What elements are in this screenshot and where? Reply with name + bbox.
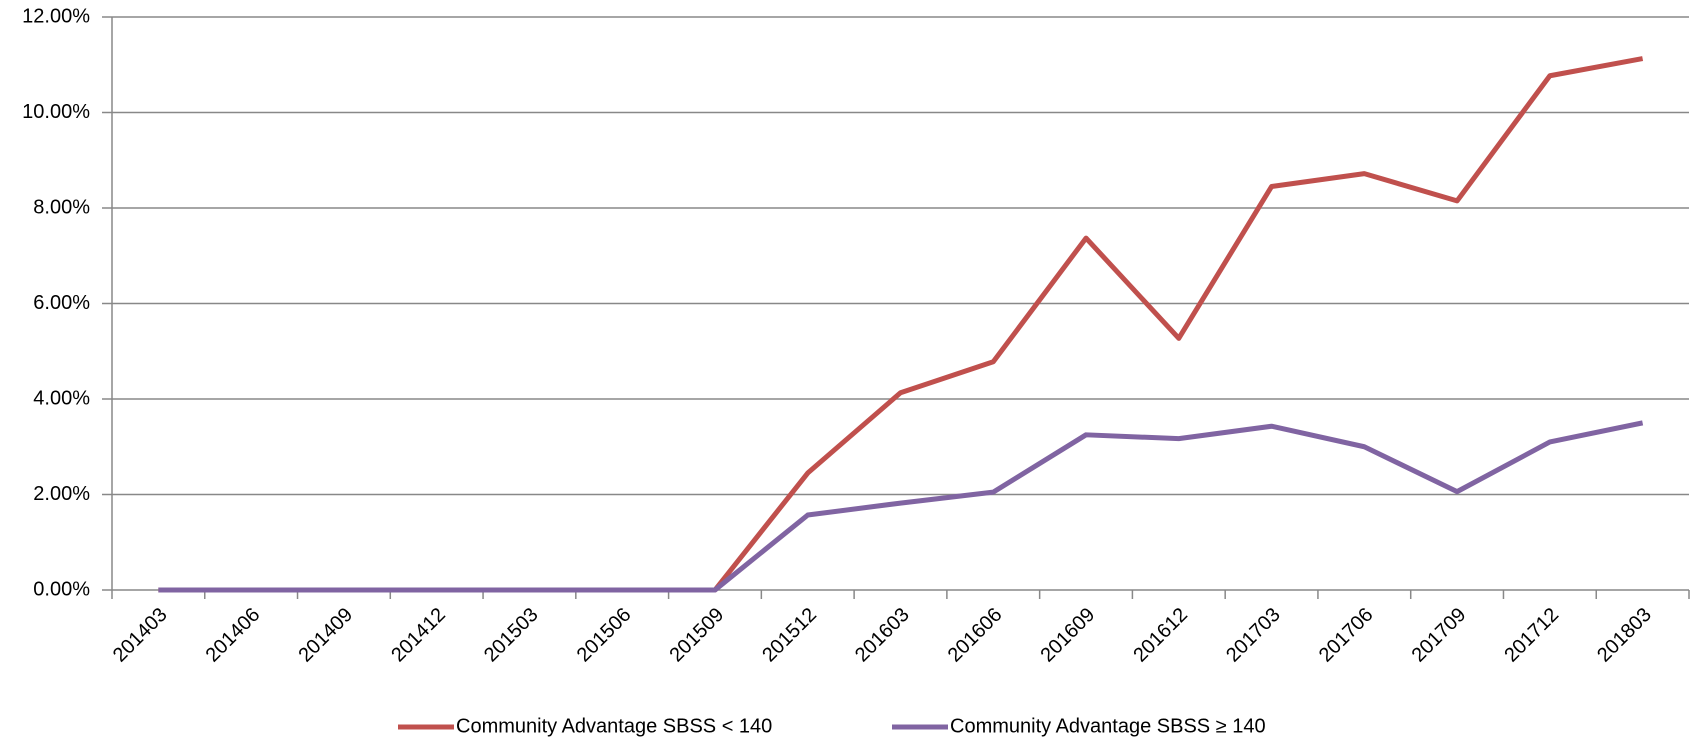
x-tick-label: 201403 xyxy=(109,604,172,667)
y-tick-label: 6.00% xyxy=(33,292,90,314)
x-tick-label: 201406 xyxy=(202,604,265,667)
x-tick-label: 201603 xyxy=(851,604,914,667)
y-tick-label: 2.00% xyxy=(33,483,90,505)
x-tick-label: 201512 xyxy=(758,604,821,667)
y-tick-label: 4.00% xyxy=(33,387,90,409)
legend-label: Community Advantage SBSS < 140 xyxy=(456,715,772,737)
x-tick-label: 201803 xyxy=(1593,604,1656,667)
x-tick-label: 201412 xyxy=(387,604,450,667)
x-tick-label: 201706 xyxy=(1315,604,1378,667)
x-tick-label: 201703 xyxy=(1222,604,1285,667)
x-tick-label: 201409 xyxy=(294,604,357,667)
data-line xyxy=(158,420,1644,593)
x-tick-label: 201503 xyxy=(480,604,543,667)
y-tick-label: 10.00% xyxy=(22,101,90,123)
y-tick-label: 0.00% xyxy=(33,578,90,600)
x-tick-label: 201506 xyxy=(573,604,636,667)
y-tick-label: 12.00% xyxy=(22,5,90,27)
legend-label: Community Advantage SBSS ≥ 140 xyxy=(950,715,1266,737)
x-tick-label: 201709 xyxy=(1408,604,1471,667)
y-tick-label: 8.00% xyxy=(33,196,90,218)
x-tick-label: 201712 xyxy=(1500,604,1563,667)
data-line xyxy=(158,56,1644,593)
x-tick-label: 201612 xyxy=(1129,604,1192,667)
x-tick-label: 201609 xyxy=(1037,604,1100,667)
x-tick-label: 201509 xyxy=(665,604,728,667)
x-tick-label: 201606 xyxy=(944,604,1007,667)
